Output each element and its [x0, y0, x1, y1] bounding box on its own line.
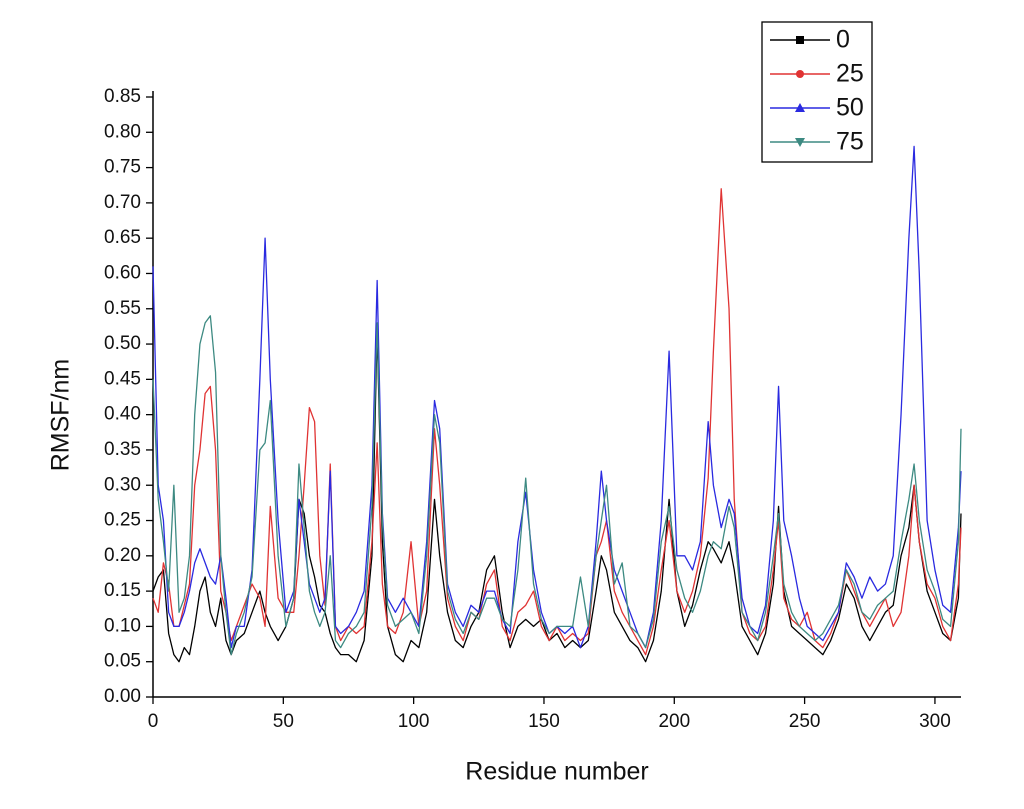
x-tick-label: 100 [398, 711, 430, 732]
y-tick-label: 0.50 [104, 333, 141, 354]
series-line [152, 329, 962, 663]
legend-marker [796, 36, 804, 44]
legend-label: 75 [836, 128, 864, 156]
y-tick-label: 0.35 [104, 439, 141, 460]
legend-label: 25 [836, 60, 864, 88]
x-tick-label: 150 [528, 711, 560, 732]
series-line [152, 188, 962, 656]
y-tick-label: 0.00 [104, 686, 141, 707]
y-tick-label: 0.85 [104, 86, 141, 107]
legend-marker [795, 103, 805, 112]
y-tick-label: 0.05 [104, 651, 141, 672]
y-tick-label: 0.10 [104, 615, 141, 636]
y-tick-label: 0.40 [104, 404, 141, 425]
x-axis-title: Residue number [465, 758, 648, 786]
y-tick-label: 0.30 [104, 474, 141, 495]
y-tick-label: 0.70 [104, 192, 141, 213]
series-line [152, 145, 962, 649]
y-tick-label: 0.60 [104, 262, 141, 283]
y-tick-label: 0.45 [104, 368, 141, 389]
y-tick-label: 0.20 [104, 545, 141, 566]
y-tick-label: 0.65 [104, 227, 141, 248]
legend-label: 50 [836, 94, 864, 122]
legend: 0 25 50 75 [761, 21, 873, 163]
legend-marker [796, 70, 804, 78]
legend-label: 0 [836, 26, 850, 54]
series-line [152, 315, 962, 656]
x-tick-label: 200 [658, 711, 690, 732]
x-tick-label: 250 [789, 711, 821, 732]
y-tick-label: 0.15 [104, 580, 141, 601]
x-tick-label: 50 [273, 711, 294, 732]
legend-box [761, 21, 873, 163]
y-tick-label: 0.75 [104, 157, 141, 178]
y-tick-label: 0.80 [104, 121, 141, 142]
y-tick-label: 0.55 [104, 298, 141, 319]
y-tick-label: 0.25 [104, 510, 141, 531]
y-axis-title: RMSF/nm [47, 359, 75, 472]
x-tick-label: 0 [148, 711, 159, 732]
legend-marker [795, 138, 805, 147]
x-tick-label: 300 [919, 711, 951, 732]
